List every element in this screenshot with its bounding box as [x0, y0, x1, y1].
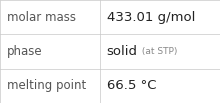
Text: melting point: melting point	[7, 79, 86, 92]
Text: phase: phase	[7, 45, 42, 58]
Text: (at STP): (at STP)	[139, 47, 177, 56]
Text: 433.01 g/mol: 433.01 g/mol	[107, 11, 195, 24]
Text: molar mass: molar mass	[7, 11, 76, 24]
Text: 66.5 °C: 66.5 °C	[107, 79, 156, 92]
Text: solid: solid	[107, 45, 138, 58]
